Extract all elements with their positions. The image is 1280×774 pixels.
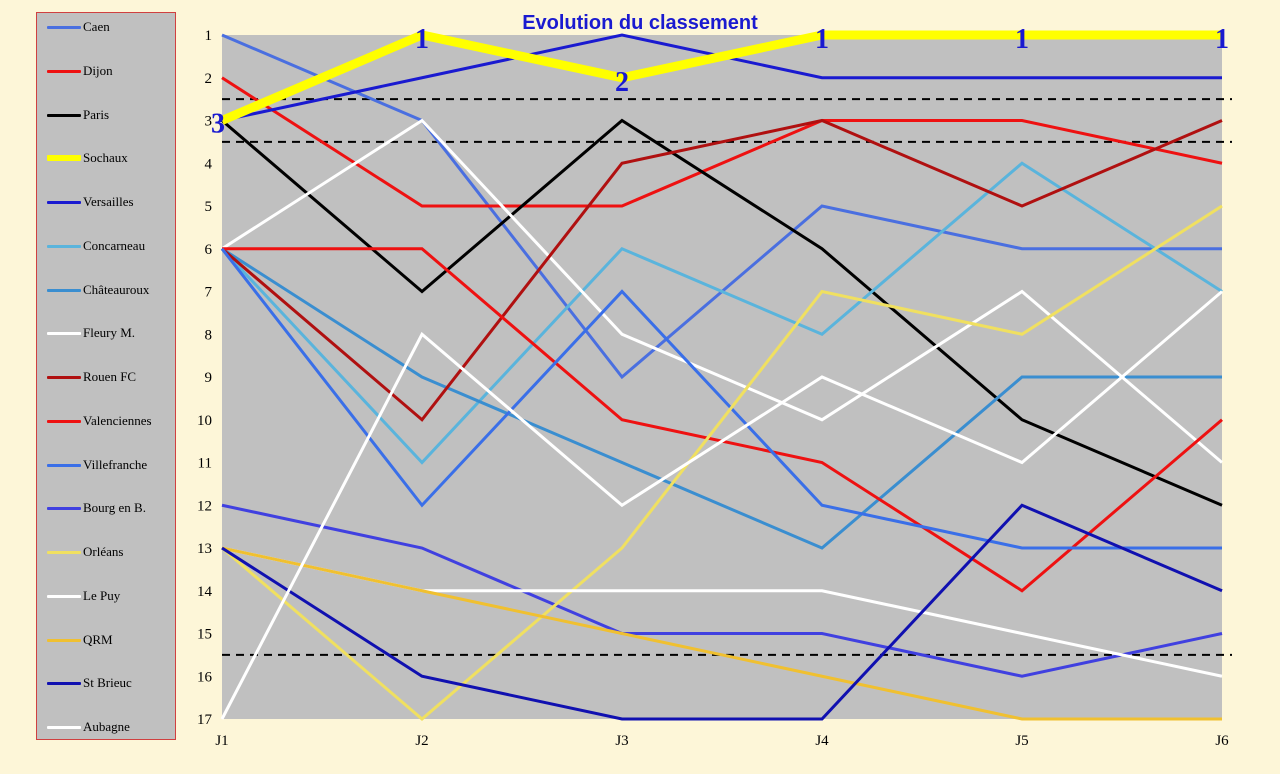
legend-swatch (47, 376, 81, 379)
legend-item-villefranche: Villefranche (37, 455, 177, 475)
x-tick-label: J6 (1215, 733, 1229, 749)
legend-item-bourg-en-b: Bourg en B. (37, 498, 177, 518)
legend-item-orleans: Orléans (37, 542, 177, 562)
legend-label: Dijon (83, 62, 113, 78)
point-label: 2 (615, 67, 629, 98)
legend-item-rouen-fc: Rouen FC (37, 367, 177, 387)
series-line-bourg-en-b (221, 503, 1223, 678)
legend-label: Paris (83, 106, 109, 122)
y-tick-label: 8 (205, 327, 213, 343)
series-line-st-brieuc (221, 503, 1223, 721)
legend-label: Le Puy (83, 587, 121, 603)
y-tick-label: 15 (197, 627, 212, 643)
legend-item-paris: Paris (37, 105, 177, 125)
legend-item-caen: Caen (37, 17, 177, 37)
series-line-rouen-fc (221, 118, 1223, 422)
legend-item-le-puy: Le Puy (37, 586, 177, 606)
legend-item-aubagne: Aubagne (37, 717, 177, 737)
legend-item-valenciennes: Valenciennes (37, 411, 177, 431)
legend-label: Châteauroux (83, 281, 150, 297)
highlight-point-labels: 3 1 2 1 1 1 (211, 24, 1229, 140)
y-tick-label: 6 (205, 242, 213, 258)
point-label: 1 (815, 24, 829, 55)
legend-item-chateauroux: Châteauroux (37, 280, 177, 300)
legend-swatch (47, 682, 81, 686)
legend-swatch (47, 201, 81, 204)
y-tick-label: 17 (197, 712, 213, 728)
x-axis-tick-labels: J1 J2 J3 J4 J5 J6 (215, 733, 1229, 749)
point-label: 3 (211, 109, 225, 140)
y-tick-label: 2 (205, 71, 213, 87)
legend-swatch (47, 113, 81, 117)
series-lines (220, 30, 1223, 721)
legend-swatch (47, 594, 81, 598)
legend-item-versailles: Versailles (37, 192, 177, 212)
y-tick-label: 11 (198, 456, 212, 472)
legend-swatch (47, 288, 81, 292)
legend-item-dijon: Dijon (37, 61, 177, 81)
y-tick-label: 7 (205, 285, 213, 301)
y-tick-label: 16 (197, 669, 213, 685)
y-tick-label: 1 (205, 28, 213, 44)
legend-label: Sochaux (83, 150, 128, 166)
legend-swatch (47, 419, 81, 423)
chart-legend: Caen Dijon Paris Sochaux Versailles Concarnea… (36, 12, 176, 740)
legend-label: Rouen FC (83, 369, 137, 384)
series-line-sochaux (220, 30, 1222, 125)
legend-label: Caen (83, 19, 110, 34)
y-tick-label: 5 (205, 199, 213, 215)
legend-label: Concarneau (83, 237, 146, 253)
series-line-qrm (221, 546, 1222, 721)
legend-swatch (47, 244, 81, 248)
x-tick-label: J3 (615, 733, 628, 749)
series-line-concarneau (220, 161, 1223, 465)
legend-label: Bourg en B. (83, 500, 146, 516)
chart-title: Evolution du classement (522, 12, 758, 34)
legend-label: Orléans (83, 544, 124, 559)
y-tick-label: 10 (197, 413, 212, 429)
legend-swatch (47, 26, 81, 29)
legend-item-qrm: QRM (37, 630, 177, 650)
legend-label: St Brieuc (83, 675, 132, 691)
legend-item-fleury-m: Fleury M. (37, 323, 177, 343)
y-tick-label: 9 (205, 370, 213, 386)
x-tick-label: J2 (415, 733, 428, 749)
legend-swatch (47, 507, 81, 511)
legend-label: Valenciennes (83, 412, 152, 428)
x-tick-label: J1 (215, 733, 228, 749)
legend-swatch (47, 551, 81, 554)
series-line-aubagne (220, 290, 1223, 720)
point-label: 1 (415, 24, 429, 55)
y-tick-label: 4 (205, 156, 213, 172)
point-label: 1 (1015, 24, 1029, 55)
legend-label: Versailles (83, 194, 134, 209)
y-tick-label: 12 (197, 498, 212, 514)
legend-swatch (47, 69, 81, 73)
series-line-orleans (221, 204, 1223, 721)
series-line-chateauroux (221, 247, 1222, 550)
x-tick-label: J5 (1015, 733, 1028, 749)
y-tick-label: 13 (197, 541, 212, 557)
legend-item-concarneau: Concarneau (37, 236, 177, 256)
legend-item-sochaux: Sochaux (37, 148, 177, 168)
series-line-fleury-m (221, 118, 1223, 464)
legend-label: QRM (83, 631, 113, 647)
legend-swatch (47, 332, 81, 336)
y-tick-label: 14 (197, 584, 213, 600)
legend-item-st-brieuc: St Brieuc (37, 673, 177, 693)
series-line-villefranche (220, 247, 1222, 550)
legend-swatch (47, 638, 81, 642)
legend-label: Villefranche (83, 456, 148, 472)
legend-swatch (47, 155, 81, 162)
point-label: 1 (1215, 24, 1229, 55)
legend-swatch (47, 726, 81, 729)
series-line-dijon (221, 76, 1223, 208)
legend-label: Fleury M. (83, 325, 135, 341)
x-tick-label: J4 (815, 733, 829, 749)
legend-label: Aubagne (83, 719, 130, 734)
legend-swatch (47, 463, 81, 467)
y-tick-label: 3 (205, 114, 213, 130)
